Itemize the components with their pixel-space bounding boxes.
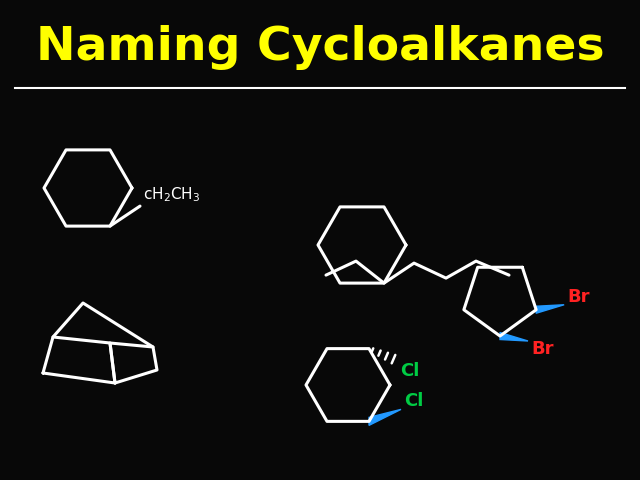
Text: Naming Cycloalkanes: Naming Cycloalkanes [36, 25, 604, 71]
Polygon shape [500, 333, 528, 341]
Text: Br: Br [567, 288, 589, 306]
Text: Cl: Cl [404, 392, 424, 410]
Text: Br: Br [531, 340, 554, 358]
Polygon shape [536, 305, 564, 313]
Text: $\mathregular{cH_2CH_3}$: $\mathregular{cH_2CH_3}$ [143, 185, 200, 204]
Polygon shape [369, 409, 401, 425]
Text: Cl: Cl [400, 361, 419, 380]
